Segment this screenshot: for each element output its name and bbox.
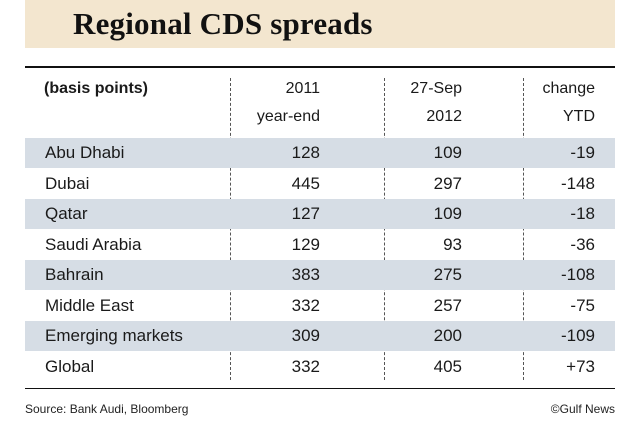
value-2012: 257 [433,295,462,315]
header-2012-line1: 27-Sep [410,80,462,97]
value-change: -75 [570,295,595,315]
value-change: -36 [570,234,595,254]
value-change: -18 [570,204,595,223]
value-2011: 332 [291,295,320,315]
top-rule [25,66,615,68]
value-2012: 297 [433,173,462,193]
header-2011-line2: year-end [256,108,320,125]
header-change-line1: change [542,80,596,97]
row-label: Dubai [45,173,90,193]
row-label: Global [45,356,95,376]
value-change: -19 [570,143,595,162]
value-2011: 445 [291,173,320,193]
row-label: Middle East [45,295,134,315]
value-2012: 93 [443,234,462,254]
table-row: Bahrain 383 275 -108 [25,260,615,290]
header-change-line2: YTD [563,108,595,125]
value-2012: 109 [433,143,462,162]
table-row: Qatar 127 109 -18 [25,199,615,229]
value-2011: 332 [291,356,320,376]
row-label: Emerging markets [45,326,183,345]
source-note: Source: Bank Audi, Bloomberg [25,402,189,416]
table-title: Regional CDS spreads [73,6,373,41]
table-row: Dubai 445 297 -148 [25,169,615,199]
value-change: -109 [560,326,595,345]
row-label: Saudi Arabia [45,234,142,254]
value-change: -148 [560,173,595,193]
column-divider-3 [523,78,524,380]
header-units-label: (basis points) [44,80,149,97]
value-2011: 128 [291,143,320,162]
value-change: -108 [560,265,595,284]
row-label: Qatar [45,204,88,223]
value-2012: 200 [433,326,462,345]
column-divider-1 [230,78,231,380]
table-row: Middle East 332 257 -75 [25,291,615,321]
value-2011: 127 [291,204,320,223]
value-2011: 383 [291,265,320,284]
bottom-rule [25,388,615,389]
table-row: Saudi Arabia 129 93 -36 [25,230,615,260]
table-row: Global 332 405 +73 [25,352,615,382]
title-band: Regional CDS spreads [25,0,615,48]
value-2011: 309 [291,326,320,345]
header-2012-line2: 2012 [426,108,462,125]
header-2011-line1: 2011 [285,80,320,97]
value-change: +73 [566,356,595,376]
credit-note: ©Gulf News [550,402,615,416]
row-label: Abu Dhabi [45,143,125,162]
value-2012: 275 [433,265,462,284]
row-label: Bahrain [45,265,104,284]
value-2012: 405 [433,356,462,376]
value-2012: 109 [433,204,462,223]
value-2011: 129 [291,234,320,254]
column-divider-2 [384,78,385,380]
table-row: Emerging markets 309 200 -109 [25,321,615,351]
table-row: Abu Dhabi 128 109 -19 [25,138,615,168]
